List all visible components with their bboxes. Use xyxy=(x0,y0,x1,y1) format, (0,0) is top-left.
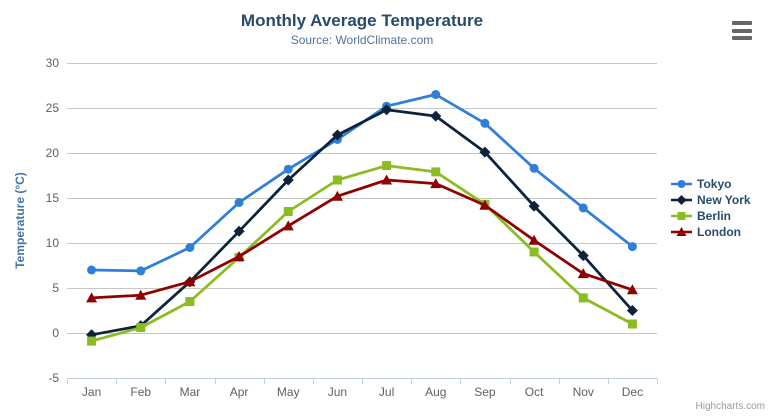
legend-marker-diamond-icon xyxy=(671,195,692,205)
data-point-berlin[interactable] xyxy=(185,297,195,306)
legend-item-tokyo[interactable]: Tokyo xyxy=(671,176,751,192)
data-point-berlin[interactable] xyxy=(87,336,97,346)
data-point-berlin[interactable] xyxy=(382,161,392,171)
chart-subtitle: Source: WorldClimate.com xyxy=(290,33,434,47)
x-axis-tick-label: Aug xyxy=(425,385,446,399)
data-point-new-york[interactable] xyxy=(430,110,442,122)
x-axis-tick-label: Nov xyxy=(573,385,594,399)
data-point-berlin[interactable] xyxy=(136,323,146,333)
data-point-berlin[interactable] xyxy=(431,167,441,177)
x-axis-tick-label: May xyxy=(277,385,300,399)
legend-marker-triangle-icon xyxy=(671,227,692,236)
data-point-berlin[interactable] xyxy=(529,247,539,257)
x-axis-tick-label: Jul xyxy=(379,385,394,399)
data-point-berlin[interactable] xyxy=(332,175,342,185)
x-axis-tick-label: Mar xyxy=(180,385,201,399)
data-point-tokyo[interactable] xyxy=(136,266,146,276)
data-point-london[interactable] xyxy=(184,276,196,287)
data-point-tokyo[interactable] xyxy=(480,118,490,128)
data-point-berlin[interactable] xyxy=(283,207,293,216)
legend-item-london[interactable]: London xyxy=(671,224,751,240)
y-axis-tick-label: 25 xyxy=(46,101,60,115)
x-axis-tick-label: Oct xyxy=(525,385,544,399)
legend-marker-tokyo[interactable] xyxy=(677,180,686,188)
data-point-tokyo[interactable] xyxy=(431,90,441,99)
menu-bar xyxy=(732,21,752,25)
legend-marker-berlin[interactable] xyxy=(677,212,686,220)
y-axis-tick-label: 10 xyxy=(46,236,60,250)
legend-item-berlin[interactable]: Berlin xyxy=(671,208,751,224)
x-axis-tick-label: Feb xyxy=(130,385,151,399)
data-point-tokyo[interactable] xyxy=(283,164,293,174)
data-point-london[interactable] xyxy=(135,289,147,300)
data-point-berlin[interactable] xyxy=(578,293,588,303)
menu-bar xyxy=(732,28,752,33)
data-point-london[interactable] xyxy=(331,190,343,201)
data-point-berlin[interactable] xyxy=(627,319,637,329)
data-point-tokyo[interactable] xyxy=(627,242,637,252)
legend-marker-new-york[interactable] xyxy=(676,195,687,205)
data-point-london[interactable] xyxy=(282,220,294,231)
data-point-london[interactable] xyxy=(381,174,393,185)
data-point-new-york[interactable] xyxy=(331,129,343,141)
data-point-new-york[interactable] xyxy=(233,225,245,237)
data-point-new-york[interactable] xyxy=(528,200,540,212)
data-point-tokyo[interactable] xyxy=(87,265,97,275)
data-point-tokyo[interactable] xyxy=(529,163,539,173)
y-axis-tick-label: 0 xyxy=(52,326,59,340)
series-line-new-york[interactable] xyxy=(90,108,634,337)
data-point-tokyo[interactable] xyxy=(578,203,588,213)
data-point-tokyo[interactable] xyxy=(185,243,195,252)
legend-marker-london[interactable] xyxy=(676,227,687,236)
data-point-london[interactable] xyxy=(86,292,98,303)
y-axis-tick-label: 5 xyxy=(52,281,59,295)
series-berlin xyxy=(87,161,637,346)
data-point-london[interactable] xyxy=(233,251,245,261)
data-point-london[interactable] xyxy=(430,178,442,189)
legend: Tokyo New York Berlin London xyxy=(671,176,751,240)
data-point-tokyo[interactable] xyxy=(234,198,244,207)
data-point-new-york[interactable] xyxy=(479,146,491,158)
legend-marker-square-icon xyxy=(671,212,692,220)
y-axis-tick-label: 15 xyxy=(46,191,60,205)
credits-link[interactable]: Highcharts.com xyxy=(695,401,765,412)
data-point-london[interactable] xyxy=(479,199,491,210)
legend-label: New York xyxy=(697,193,751,207)
legend-label: Tokyo xyxy=(697,177,732,191)
series-line-london[interactable] xyxy=(90,178,634,300)
data-point-london[interactable] xyxy=(626,284,638,295)
data-point-new-york[interactable] xyxy=(626,305,638,316)
legend-marker-circle-icon xyxy=(671,180,692,188)
hamburger-menu-icon[interactable] xyxy=(732,21,752,40)
legend-label: Berlin xyxy=(697,209,732,223)
data-point-new-york[interactable] xyxy=(282,174,294,186)
legend-item-new-york[interactable]: New York xyxy=(671,192,751,208)
menu-bar xyxy=(732,36,752,40)
y-axis-tick-label: 20 xyxy=(46,146,60,160)
series-tokyo xyxy=(87,90,637,276)
legend-label: London xyxy=(697,225,741,239)
x-axis-tick-label: Jan xyxy=(82,385,101,399)
y-axis-tick-label: -5 xyxy=(48,371,59,385)
x-axis-tick-label: Sep xyxy=(474,385,496,399)
data-point-london[interactable] xyxy=(528,234,540,245)
data-point-new-york[interactable] xyxy=(381,104,393,116)
data-point-new-york[interactable] xyxy=(577,250,589,262)
series-london xyxy=(86,174,638,303)
x-axis-tick-label: Dec xyxy=(622,385,643,399)
y-axis-title: Temperature (°C) xyxy=(13,172,27,269)
series-new-york xyxy=(86,104,638,341)
x-axis-tick-label: Jun xyxy=(328,385,347,399)
chart-title: Monthly Average Temperature xyxy=(240,11,484,30)
series-line-berlin[interactable] xyxy=(90,164,634,343)
y-axis-tick-label: 30 xyxy=(46,56,60,70)
data-point-london[interactable] xyxy=(577,268,589,279)
x-axis-tick-label: Apr xyxy=(230,385,249,399)
